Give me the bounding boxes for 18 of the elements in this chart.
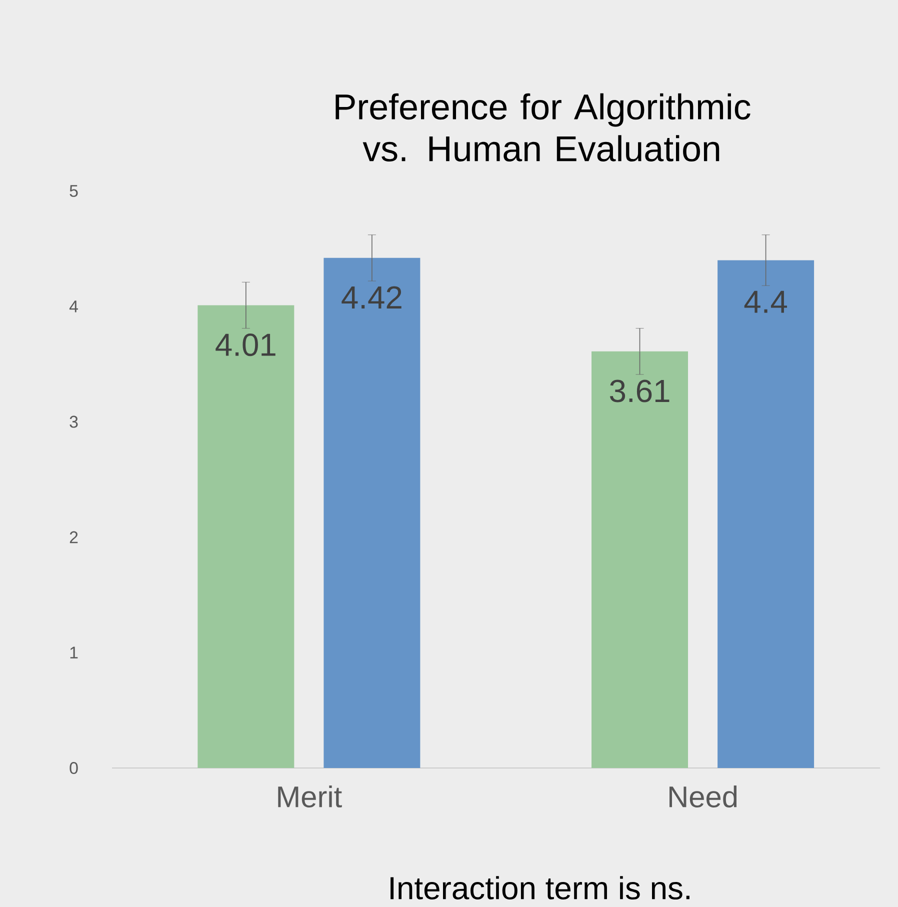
bar xyxy=(198,305,294,768)
bar xyxy=(718,260,814,768)
data-label: 3.61 xyxy=(610,380,670,402)
y-tick-label: 2 xyxy=(70,531,78,544)
y-tick-label: 5 xyxy=(70,185,78,197)
bar xyxy=(324,258,420,768)
chart-title: Preference for Algorithmic vs. Human Evaluation xyxy=(336,93,750,162)
text: Interaction term is ns. xyxy=(390,876,690,900)
y-tick-label: 1 xyxy=(70,646,78,658)
y-tick-label: 0 xyxy=(70,762,78,774)
data-label: 4.01 xyxy=(216,334,276,356)
data-label: 4.4 xyxy=(744,290,788,313)
y-tick-label: 4 xyxy=(69,300,78,312)
bar xyxy=(592,351,688,768)
x-tick-label: Need xyxy=(670,786,737,808)
data-label: 4.42 xyxy=(342,286,402,308)
x-tick-label: Merit xyxy=(278,786,342,808)
y-tick-label: 3 xyxy=(70,416,78,428)
